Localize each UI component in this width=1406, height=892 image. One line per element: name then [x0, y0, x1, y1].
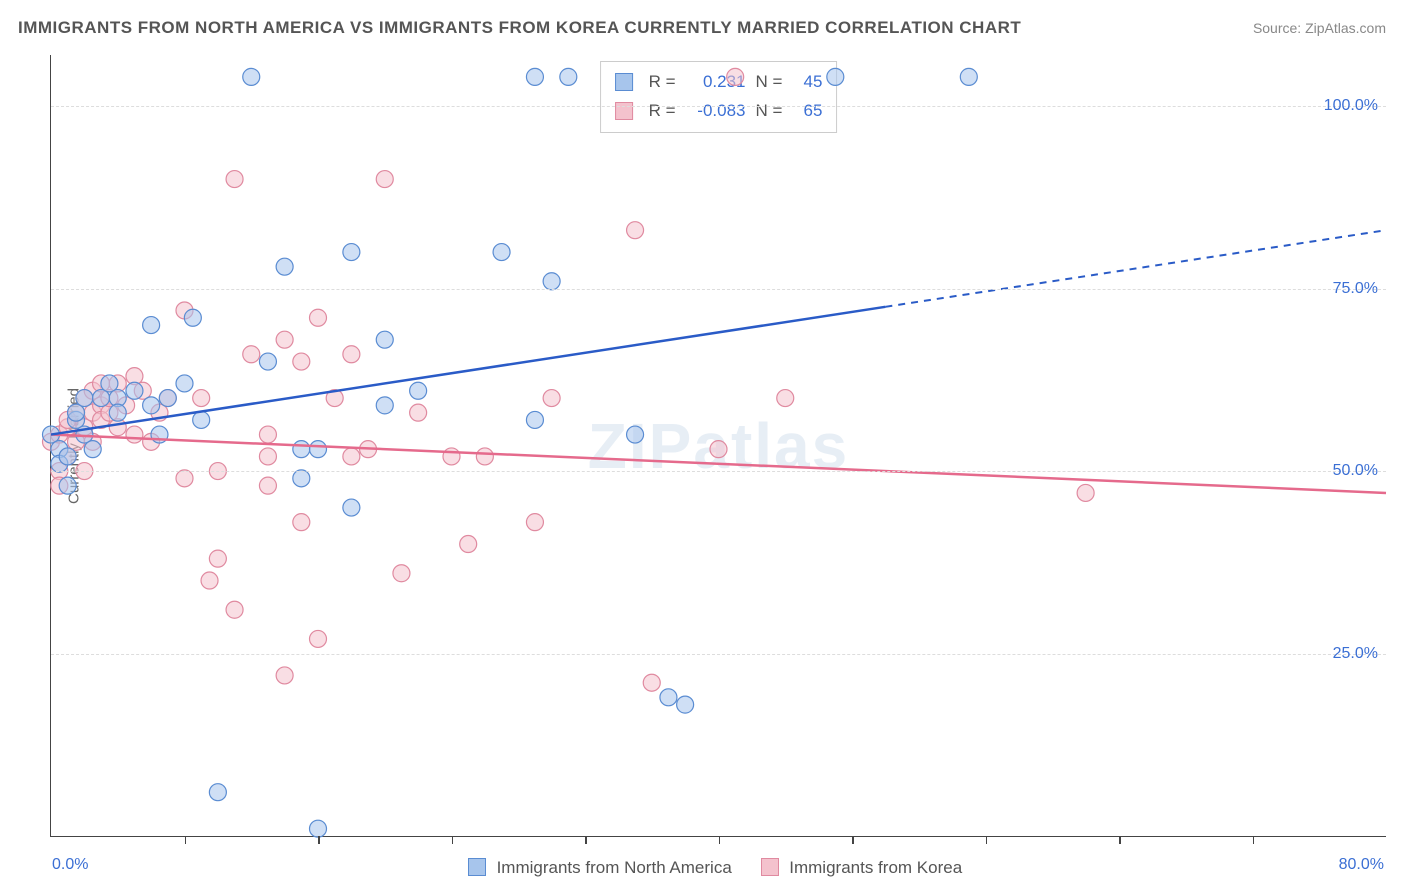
data-point — [293, 470, 310, 487]
data-point — [259, 353, 276, 370]
data-point — [293, 353, 310, 370]
data-point — [376, 331, 393, 348]
chart-title: IMMIGRANTS FROM NORTH AMERICA VS IMMIGRA… — [18, 18, 1021, 38]
y-tick-label: 75.0% — [1333, 280, 1378, 298]
data-point — [184, 309, 201, 326]
data-point — [201, 572, 218, 589]
grid-line — [51, 289, 1386, 290]
data-point — [276, 667, 293, 684]
grid-line — [51, 471, 1386, 472]
regression-line-na-solid — [51, 307, 885, 435]
data-point — [243, 346, 260, 363]
legend-label-b: Immigrants from Korea — [789, 858, 962, 877]
data-point — [310, 820, 327, 837]
data-point — [176, 470, 193, 487]
data-point — [443, 448, 460, 465]
data-point — [460, 536, 477, 553]
data-point — [143, 317, 160, 334]
data-point — [310, 309, 327, 326]
data-point — [276, 331, 293, 348]
data-point — [727, 68, 744, 85]
x-tick — [452, 836, 454, 844]
swatch-icon — [468, 858, 486, 876]
data-point — [543, 273, 560, 290]
data-point — [193, 411, 210, 428]
data-point — [376, 171, 393, 188]
data-point — [710, 441, 727, 458]
data-point — [259, 426, 276, 443]
data-point — [1077, 484, 1094, 501]
data-point — [343, 346, 360, 363]
data-point — [343, 448, 360, 465]
data-point — [543, 390, 560, 407]
y-tick-label: 50.0% — [1333, 462, 1378, 480]
data-point — [209, 784, 226, 801]
grid-line — [51, 654, 1386, 655]
data-point — [76, 390, 93, 407]
data-point — [476, 448, 493, 465]
x-tick — [719, 836, 721, 844]
data-point — [226, 171, 243, 188]
x-tick — [185, 836, 187, 844]
data-point — [276, 258, 293, 275]
data-point — [209, 550, 226, 567]
data-point — [310, 630, 327, 647]
data-point — [126, 382, 143, 399]
data-point — [293, 514, 310, 531]
bottom-legend: Immigrants from North America Immigrants… — [0, 858, 1406, 878]
x-tick — [1253, 836, 1255, 844]
source-attribution: Source: ZipAtlas.com — [1253, 20, 1386, 36]
data-point — [226, 601, 243, 618]
data-point — [193, 390, 210, 407]
x-tick — [986, 836, 988, 844]
data-point — [660, 689, 677, 706]
data-point — [827, 68, 844, 85]
data-point — [960, 68, 977, 85]
data-point — [627, 426, 644, 443]
data-point — [677, 696, 694, 713]
plot-area: ZIPatlas R = 0.231 N = 45 R = -0.083 N =… — [50, 55, 1386, 837]
data-point — [343, 244, 360, 261]
data-point — [343, 499, 360, 516]
data-point — [410, 382, 427, 399]
data-point — [109, 404, 126, 421]
data-point — [259, 448, 276, 465]
swatch-icon — [761, 858, 779, 876]
data-point — [560, 68, 577, 85]
data-point — [410, 404, 427, 421]
data-point — [526, 411, 543, 428]
chart-svg — [51, 55, 1386, 836]
regression-line-na-dashed — [885, 230, 1386, 307]
x-tick — [585, 836, 587, 844]
data-point — [293, 441, 310, 458]
data-point — [376, 397, 393, 414]
data-point — [159, 390, 176, 407]
data-point — [627, 222, 644, 239]
chart-container: IMMIGRANTS FROM NORTH AMERICA VS IMMIGRA… — [0, 0, 1406, 892]
data-point — [243, 68, 260, 85]
x-tick — [852, 836, 854, 844]
data-point — [59, 477, 76, 494]
legend-label-a: Immigrants from North America — [497, 858, 732, 877]
data-point — [526, 68, 543, 85]
data-point — [643, 674, 660, 691]
data-point — [259, 477, 276, 494]
data-point — [777, 390, 794, 407]
data-point — [59, 448, 76, 465]
y-tick-label: 25.0% — [1333, 645, 1378, 663]
grid-line — [51, 106, 1386, 107]
data-point — [143, 397, 160, 414]
x-tick — [318, 836, 320, 844]
data-point — [393, 565, 410, 582]
data-point — [493, 244, 510, 261]
data-point — [526, 514, 543, 531]
y-tick-label: 100.0% — [1324, 97, 1378, 115]
data-point — [310, 441, 327, 458]
data-point — [126, 426, 143, 443]
data-point — [176, 375, 193, 392]
x-tick — [1119, 836, 1121, 844]
data-point — [84, 441, 101, 458]
